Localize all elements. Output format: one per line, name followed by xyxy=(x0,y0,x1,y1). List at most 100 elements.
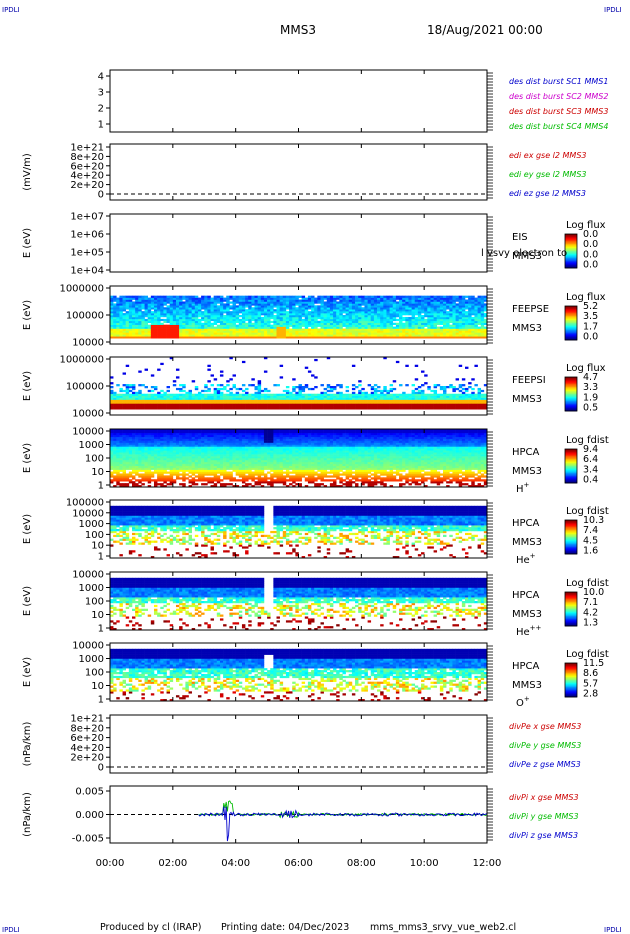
feepsi-heatmap-cell xyxy=(276,403,280,406)
hpca_h-heatmap-cell xyxy=(144,459,148,463)
feepse-heatmap-cell xyxy=(433,313,438,316)
feepse-heatmap-cell xyxy=(116,297,120,300)
feepse-heatmap-cell xyxy=(238,315,243,318)
feepse-heatmap-cell xyxy=(125,334,130,337)
feepse-heatmap-cell xyxy=(207,315,211,318)
corner-label-top-right: IPDLI xyxy=(604,6,622,14)
feepsi-heatmap-cell xyxy=(125,391,130,395)
feepse-heatmap-cell xyxy=(223,309,227,312)
feepse-heatmap-cell xyxy=(443,316,447,320)
hpca_h-heatmap-cell xyxy=(138,461,142,465)
feepse-heatmap-cell xyxy=(355,309,359,312)
feepsi-heatmap-cell xyxy=(157,399,161,402)
feepse-heatmap-cell xyxy=(317,336,321,339)
feepse-heatmap-cell xyxy=(301,324,306,327)
feepsi-heatmap-cell xyxy=(373,401,378,404)
feepse-heatmap-cell xyxy=(446,313,450,316)
hpca_h-heatmap-cell xyxy=(204,434,208,438)
feepse-heatmap-cell xyxy=(455,313,460,316)
feepsi-heatmap-cell xyxy=(179,387,183,391)
feepse-heatmap-cell xyxy=(421,303,425,306)
hpca_h-heatmap-cell xyxy=(201,432,205,436)
hpca_h-heatmap-cell xyxy=(119,461,123,465)
feepsi-heatmap-cell xyxy=(355,403,359,406)
feepse-heatmap-cell xyxy=(433,316,438,320)
feepsi-heatmap-cell xyxy=(336,407,340,410)
feepse-heatmap-cell xyxy=(188,313,192,316)
feepsi-heatmap-cell xyxy=(307,395,312,398)
feepsi-heatmap-cell xyxy=(163,395,167,398)
feepse-heatmap-cell xyxy=(188,297,192,300)
hpca_h-heatmap-cell xyxy=(125,456,130,459)
feepsi-heatmap-cell xyxy=(122,393,127,396)
feepse-heatmap-cell xyxy=(408,334,412,337)
feepsi-heatmap-cell xyxy=(455,407,460,410)
hpca_h-heatmap-cell xyxy=(160,483,164,486)
feepse-heatmap-cell xyxy=(213,303,218,306)
feepsi-heatmap-cell xyxy=(179,405,183,408)
hpca_h-heatmap-cell xyxy=(185,459,189,463)
hpca_h-heatmap-cell xyxy=(128,429,133,432)
feepse-heatmap-cell xyxy=(241,330,246,333)
feepsi-heatmap-cell xyxy=(125,389,130,393)
feepsi-heatmap-cell xyxy=(314,405,318,408)
feepse-heatmap-cell xyxy=(119,307,123,310)
feepse-heatmap-cell xyxy=(282,295,287,298)
feepsi-heatmap-cell xyxy=(386,407,390,410)
feepse-heatmap-cell xyxy=(226,334,230,337)
feepse-heatmap-cell xyxy=(267,297,271,300)
hpca_h-heatmap-cell xyxy=(116,432,120,436)
feepse-heatmap-cell xyxy=(411,324,416,327)
feepse-heatmap-cell xyxy=(122,313,127,316)
feepse-heatmap-cell xyxy=(169,315,174,318)
feepse-heatmap-cell xyxy=(386,315,390,318)
feepse-heatmap-cell xyxy=(282,324,287,327)
feepse-heatmap-cell xyxy=(276,309,280,312)
feepsi-heatmap-cell xyxy=(339,403,343,406)
feepse-heatmap-cell xyxy=(110,328,114,331)
hpca_h-heatmap-cell xyxy=(166,429,170,432)
feepsi-heatmap-cell xyxy=(232,397,236,400)
hpca_h-heatmap-cell xyxy=(150,438,155,441)
hpca_h-heatmap-cell xyxy=(122,465,127,468)
feepsi-heatmap-cell xyxy=(361,387,365,391)
hpca_h-heatmap-cell xyxy=(110,463,114,467)
feepse-heatmap-cell xyxy=(465,305,469,308)
hpca_h-heatmap-cell xyxy=(201,436,205,439)
hpca_h-heatmap-cell xyxy=(172,454,177,457)
feepse-heatmap-cell xyxy=(141,315,145,318)
hpca_h-heatmap-cell xyxy=(191,465,196,468)
hpca_h-heatmap-cell xyxy=(144,438,148,441)
hpca_h-heatmap-cell xyxy=(153,485,158,488)
feepse-heatmap-cell xyxy=(380,328,384,331)
feepse-heatmap-cell xyxy=(144,318,148,322)
feepse-heatmap-cell xyxy=(373,315,378,318)
hpca_h-heatmap-cell xyxy=(197,469,202,472)
feepse-heatmap-cell xyxy=(399,309,403,312)
feepsi-heatmap-cell xyxy=(119,399,123,402)
feepsi-heatmap-cell xyxy=(216,403,221,406)
hpca_h-heatmap-cell xyxy=(191,463,196,467)
feepse-heatmap-cell xyxy=(373,305,378,308)
feepse-heatmap-cell xyxy=(191,301,196,304)
feepsi-heatmap-cell xyxy=(361,407,365,410)
feepse-heatmap-cell xyxy=(182,334,186,337)
feepse-heatmap-cell xyxy=(119,305,123,308)
hpca_h-heatmap-cell xyxy=(150,446,155,449)
feepse-heatmap-cell xyxy=(138,307,142,310)
feepsi-heatmap-cell xyxy=(345,395,350,398)
feepse-heatmap-cell xyxy=(223,326,227,329)
feepse-heatmap-cell xyxy=(307,330,312,333)
feepse-heatmap-cell xyxy=(458,336,463,339)
hpca_h-heatmap-cell xyxy=(191,467,196,470)
feepse-heatmap-cell xyxy=(285,324,290,327)
feepse-heatmap-cell xyxy=(329,305,334,308)
feepse-colorbar-step xyxy=(565,338,577,341)
hpca_h-heatmap-cell xyxy=(131,454,136,457)
feepse-heatmap-cell xyxy=(110,303,114,306)
feepsi-heatmap-cell xyxy=(468,393,472,396)
feepse-heatmap-cell xyxy=(461,311,466,314)
hpca_h-heatmap-cell xyxy=(166,440,170,443)
feepsi-heatmap-cell xyxy=(355,397,359,400)
feepse-heatmap-cell xyxy=(122,328,127,331)
